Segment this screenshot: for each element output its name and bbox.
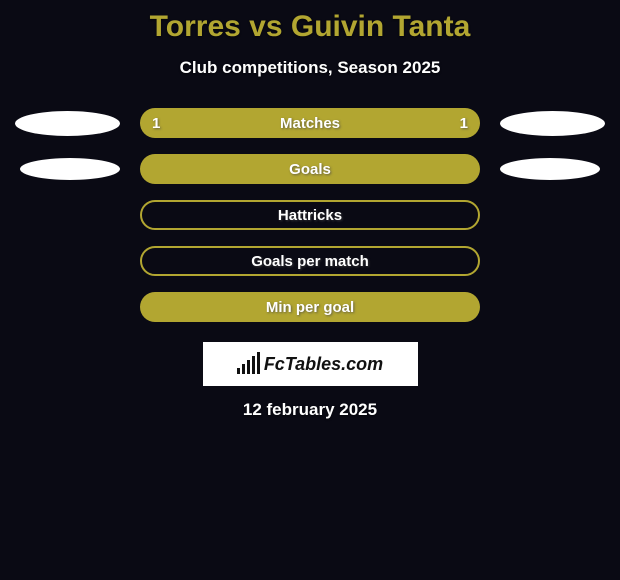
stat-row-mpg: Min per goal <box>0 292 620 322</box>
page-subtitle: Club competitions, Season 2025 <box>180 58 441 78</box>
stat-row-hattricks: Hattricks <box>0 200 620 230</box>
left-ellipse-spacer <box>15 203 120 228</box>
bars-icon <box>237 354 260 374</box>
stats-block: 1 Matches 1 Goals Hattricks Goals per ma… <box>0 108 620 322</box>
right-ellipse-spacer <box>500 295 605 320</box>
stat-row-goals: Goals <box>0 154 620 184</box>
stat-row-matches: 1 Matches 1 <box>0 108 620 138</box>
stat-label: Min per goal <box>266 299 354 316</box>
left-ellipse-spacer <box>15 249 120 274</box>
stat-pill: Min per goal <box>140 292 480 322</box>
stat-pill: Goals <box>140 154 480 184</box>
brand-logo: FcTables.com <box>203 342 418 386</box>
brand-logo-text: FcTables.com <box>264 354 383 375</box>
page-title: Torres vs Guivin Tanta <box>150 10 471 44</box>
stat-label: Goals <box>289 161 331 178</box>
stat-label: Hattricks <box>278 207 342 224</box>
right-ellipse-spacer <box>500 203 605 228</box>
infographic-container: Torres vs Guivin Tanta Club competitions… <box>0 0 620 420</box>
stat-pill: Hattricks <box>140 200 480 230</box>
stat-label: Matches <box>280 115 340 132</box>
stat-row-gpm: Goals per match <box>0 246 620 276</box>
stat-pill: 1 Matches 1 <box>140 108 480 138</box>
left-ellipse <box>20 158 120 180</box>
right-ellipse <box>500 158 600 180</box>
footer-date: 12 february 2025 <box>243 400 377 420</box>
right-ellipse-spacer <box>500 249 605 274</box>
stat-right-value: 1 <box>460 115 468 132</box>
stat-left-value: 1 <box>152 115 160 132</box>
left-ellipse <box>15 111 120 136</box>
right-ellipse <box>500 111 605 136</box>
left-ellipse-spacer <box>15 295 120 320</box>
stat-label: Goals per match <box>251 253 369 270</box>
stat-pill: Goals per match <box>140 246 480 276</box>
